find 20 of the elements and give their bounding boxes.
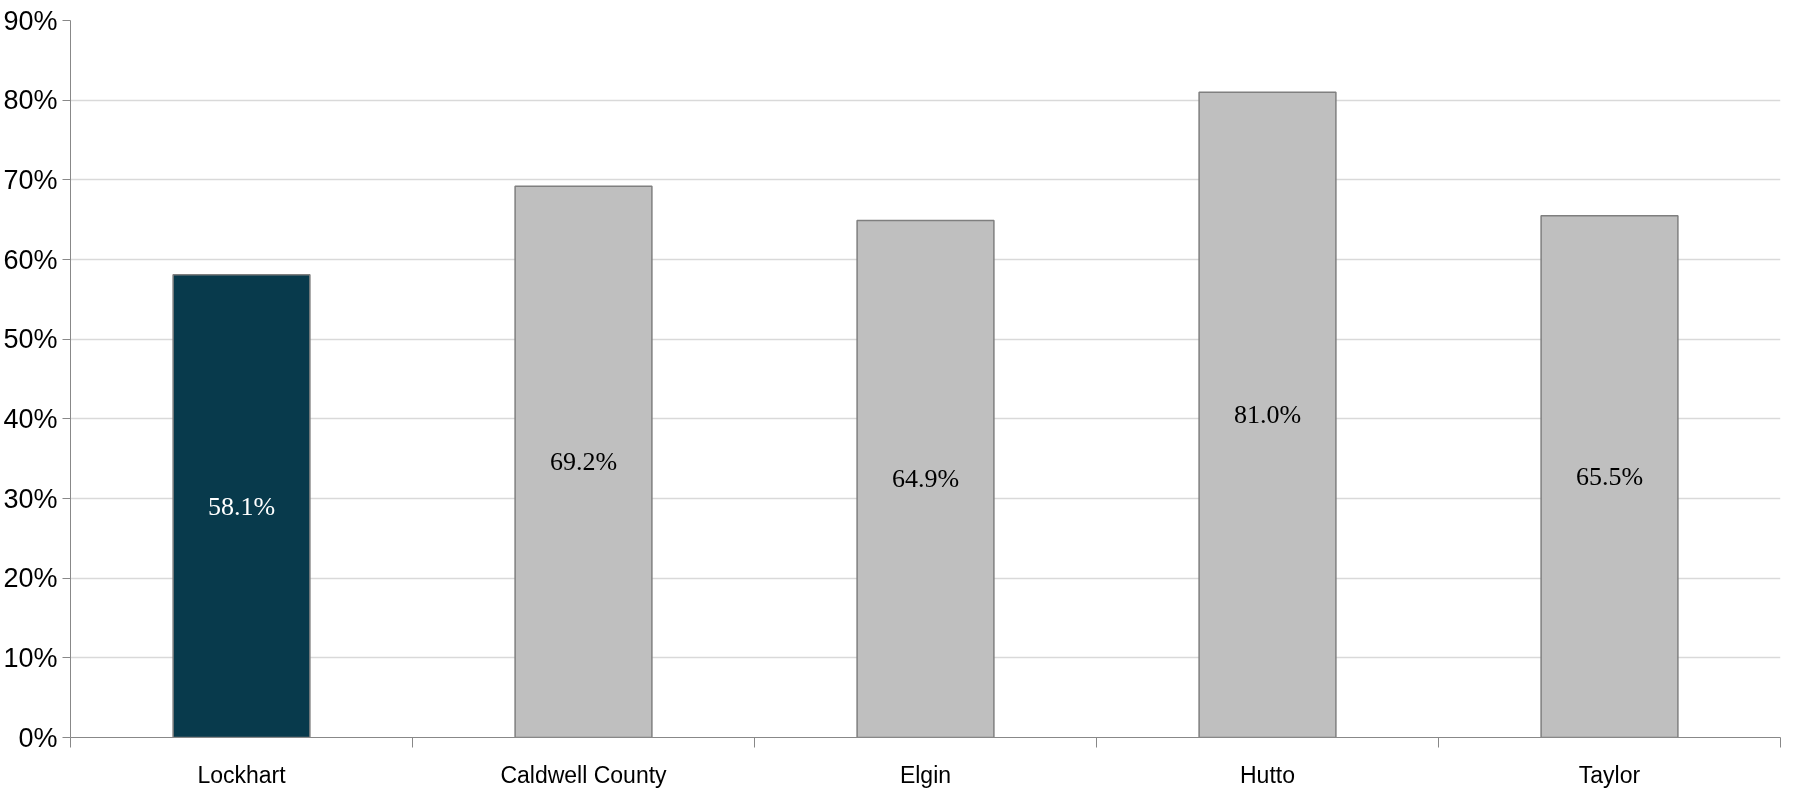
data-label: 64.9% <box>891 464 960 494</box>
data-label: 58.1% <box>207 491 276 521</box>
y-tick-label: 60% <box>3 244 58 275</box>
data-label: 69.2% <box>549 447 618 477</box>
y-tick-label: 40% <box>3 403 58 434</box>
y-tick-label: 10% <box>3 642 58 673</box>
x-tick-label: Elgin <box>899 761 952 788</box>
x-tick-label: Caldwell County <box>500 761 668 788</box>
data-label: 81.0% <box>1233 400 1302 430</box>
y-tick-label: 20% <box>3 563 58 594</box>
y-tick-label: 80% <box>3 85 58 116</box>
y-tick-label: 50% <box>3 324 58 355</box>
x-tick-label: Taylor <box>1578 761 1641 788</box>
y-tick-label: 90% <box>3 5 58 36</box>
y-tick-label: 0% <box>18 722 58 753</box>
y-tick-label: 30% <box>3 483 58 514</box>
y-tick-label: 70% <box>3 164 58 195</box>
data-label: 65.5% <box>1575 462 1644 492</box>
x-tick-label: Lockhart <box>197 761 287 788</box>
x-tick-label: Hutto <box>1240 761 1295 788</box>
